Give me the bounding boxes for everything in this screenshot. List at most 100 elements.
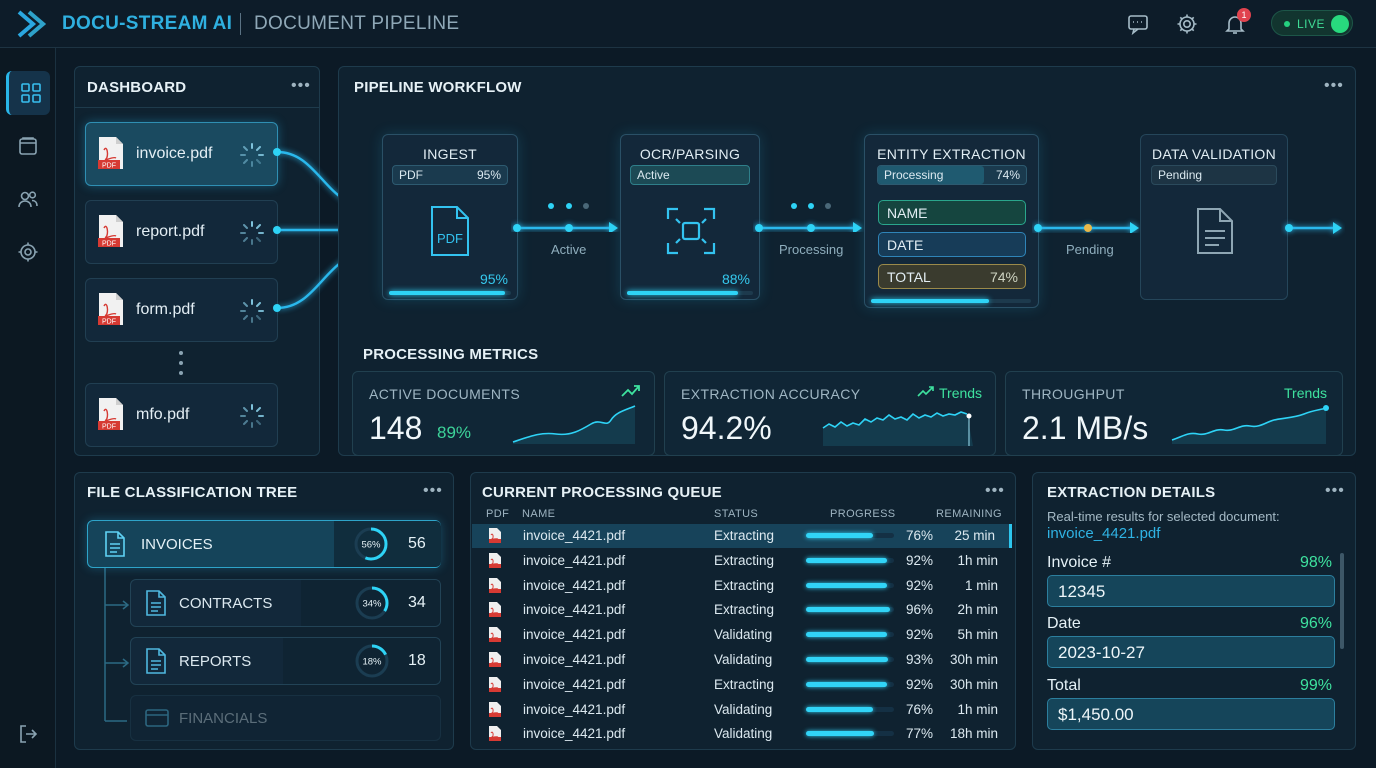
chip-value: 74% bbox=[995, 168, 1020, 182]
stage-ocr-parsing[interactable]: OCR/PARSING Active 88% bbox=[620, 134, 760, 300]
sparkline bbox=[512, 405, 636, 444]
stage-entity-extraction[interactable]: ENTITY EXTRACTION Processing 74% NAME DA… bbox=[864, 134, 1039, 308]
stage-progress-track bbox=[389, 291, 511, 295]
total-field[interactable]: $1,450.00 bbox=[1047, 698, 1335, 730]
sidebar-item-settings[interactable] bbox=[6, 230, 50, 274]
pdf-file-icon bbox=[488, 725, 502, 747]
file-card[interactable]: PDF mfo.pdf bbox=[85, 383, 278, 447]
pdf-badge-text: PDF bbox=[102, 319, 116, 326]
table-row[interactable]: invoice_4421.pdf Extracting 92% 1h min bbox=[472, 549, 1012, 573]
trends-link[interactable]: Trends bbox=[939, 385, 983, 401]
row-name: invoice_4421.pdf bbox=[523, 552, 626, 568]
field-confidence: 74% bbox=[989, 269, 1018, 285]
sidebar-item-users[interactable] bbox=[6, 177, 50, 221]
connector-label: Active bbox=[551, 242, 587, 257]
chip-value: 95% bbox=[476, 168, 501, 182]
row-percent: 96% bbox=[906, 602, 934, 618]
row-percent: 92% bbox=[906, 676, 934, 692]
dashboard-menu-button[interactable]: ••• bbox=[291, 77, 311, 94]
live-toggle[interactable]: LIVE bbox=[1271, 10, 1353, 36]
file-card[interactable]: PDF form.pdf bbox=[85, 278, 278, 342]
field-confidence: 99% bbox=[1300, 677, 1333, 694]
row-status: Extracting bbox=[714, 552, 775, 568]
row-remaining: 18h min bbox=[949, 726, 998, 742]
entity-field-name[interactable]: NAME bbox=[878, 200, 1026, 225]
sidebar-item-dashboard[interactable] bbox=[6, 71, 50, 115]
field-label: Total bbox=[1047, 677, 1081, 694]
row-status: Validating bbox=[714, 652, 773, 667]
tree-menu-button[interactable]: ••• bbox=[423, 482, 443, 499]
ring-label: 56% bbox=[361, 540, 381, 551]
pdf-badge-text: PDF bbox=[102, 424, 116, 431]
tree-item-label: CONTRACTS bbox=[179, 595, 273, 612]
row-name: invoice_4421.pdf bbox=[523, 602, 626, 618]
row-progress-track bbox=[806, 607, 894, 613]
tree-item-contracts[interactable]: CONTRACTS 34% 34 bbox=[130, 579, 441, 627]
chat-icon[interactable] bbox=[1126, 12, 1150, 36]
col-header-pdf: PDF bbox=[486, 508, 510, 520]
queue-menu-button[interactable]: ••• bbox=[985, 482, 1005, 499]
tree-stat-area bbox=[283, 638, 440, 684]
scrollbar-thumb[interactable] bbox=[1340, 553, 1344, 649]
date-field[interactable]: 2023-10-27 bbox=[1047, 636, 1335, 668]
stage-progress-track bbox=[871, 299, 1031, 303]
toggle-knob bbox=[1331, 15, 1349, 33]
col-header-status: STATUS bbox=[714, 508, 759, 520]
stage-status-chip: Active bbox=[630, 165, 750, 185]
file-card[interactable]: PDF invoice.pdf bbox=[85, 122, 278, 186]
stage-progress-fill bbox=[871, 299, 990, 303]
stage-data-validation[interactable]: DATA VALIDATION Pending bbox=[1140, 134, 1288, 300]
tree-item-count: 56 bbox=[408, 535, 426, 552]
pdf-file-icon bbox=[488, 626, 502, 648]
tree-item-label: INVOICES bbox=[141, 536, 213, 553]
file-card[interactable]: PDF report.pdf bbox=[85, 200, 278, 264]
trends-link[interactable]: Trends bbox=[1284, 385, 1328, 401]
metric-label: THROUGHPUT bbox=[1022, 386, 1125, 402]
sidebar-item-files[interactable] bbox=[6, 124, 50, 168]
row-remaining: 1h min bbox=[957, 552, 998, 568]
percent-ring: 34% bbox=[355, 586, 389, 620]
row-progress-fill bbox=[806, 607, 891, 613]
table-row[interactable]: invoice_4421.pdf Extracting 92% 1 min bbox=[472, 574, 1012, 598]
table-row[interactable]: invoice_4421.pdf Extracting 76% 25 min bbox=[472, 524, 1012, 548]
table-row[interactable]: invoice_4421.pdf Validating 76% 1h min bbox=[472, 698, 1012, 722]
sparkline bbox=[1171, 405, 1329, 444]
selected-document-link[interactable]: invoice_4421.pdf bbox=[1047, 525, 1161, 542]
table-row[interactable]: invoice_4421.pdf Validating 77% 18h min bbox=[472, 722, 1012, 746]
table-row[interactable]: invoice_4421.pdf Extracting 96% 2h min bbox=[472, 598, 1012, 622]
page-subtitle: DOCUMENT PIPELINE bbox=[254, 13, 460, 34]
folder-icon bbox=[19, 137, 37, 155]
table-row[interactable]: invoice_4421.pdf Extracting 92% 30h min bbox=[472, 673, 1012, 697]
chip-label: Active bbox=[637, 168, 670, 182]
stage-ingest[interactable]: INGEST PDF 95% PDF 95% bbox=[382, 134, 518, 300]
row-progress-track bbox=[806, 582, 894, 588]
table-row[interactable]: invoice_4421.pdf Validating 92% 5h min bbox=[472, 623, 1012, 647]
stage-percent: 88% bbox=[721, 271, 750, 287]
stage-title: INGEST bbox=[423, 146, 477, 162]
tree-item-financials[interactable]: FINANCIALS bbox=[130, 695, 441, 741]
entity-field-date[interactable]: DATE bbox=[878, 232, 1026, 257]
entity-field-total[interactable]: TOTAL 74% bbox=[878, 264, 1026, 289]
document-icon bbox=[1197, 208, 1233, 254]
users-icon bbox=[18, 191, 38, 208]
gear-icon[interactable] bbox=[1175, 12, 1199, 36]
row-progress-track bbox=[806, 533, 894, 538]
connector-label: Pending bbox=[1066, 242, 1114, 257]
workflow-menu-button[interactable]: ••• bbox=[1324, 77, 1344, 94]
grid-icon bbox=[21, 83, 41, 103]
logout-button[interactable] bbox=[6, 712, 50, 756]
row-remaining: 5h min bbox=[957, 627, 998, 643]
tree-item-invoices[interactable]: INVOICES 56% 56 bbox=[87, 520, 441, 568]
row-progress-track bbox=[806, 657, 894, 662]
more-files-ellipsis bbox=[179, 351, 183, 377]
field-confidence: 98% bbox=[1300, 554, 1333, 571]
invoice-number-field[interactable]: 12345 bbox=[1047, 575, 1335, 607]
row-progress-fill bbox=[806, 681, 887, 687]
tree-item-reports[interactable]: REPORTS 18% 18 bbox=[130, 637, 441, 685]
metric-throughput: THROUGHPUT 2.1 MB/s Trends bbox=[1005, 371, 1343, 456]
table-row[interactable]: invoice_4421.pdf Validating 93% 30h min bbox=[472, 648, 1012, 672]
details-menu-button[interactable]: ••• bbox=[1325, 482, 1345, 499]
row-status: Extracting bbox=[714, 577, 775, 593]
flow-arrow-out bbox=[1285, 222, 1342, 234]
row-status: Extracting bbox=[714, 602, 775, 618]
